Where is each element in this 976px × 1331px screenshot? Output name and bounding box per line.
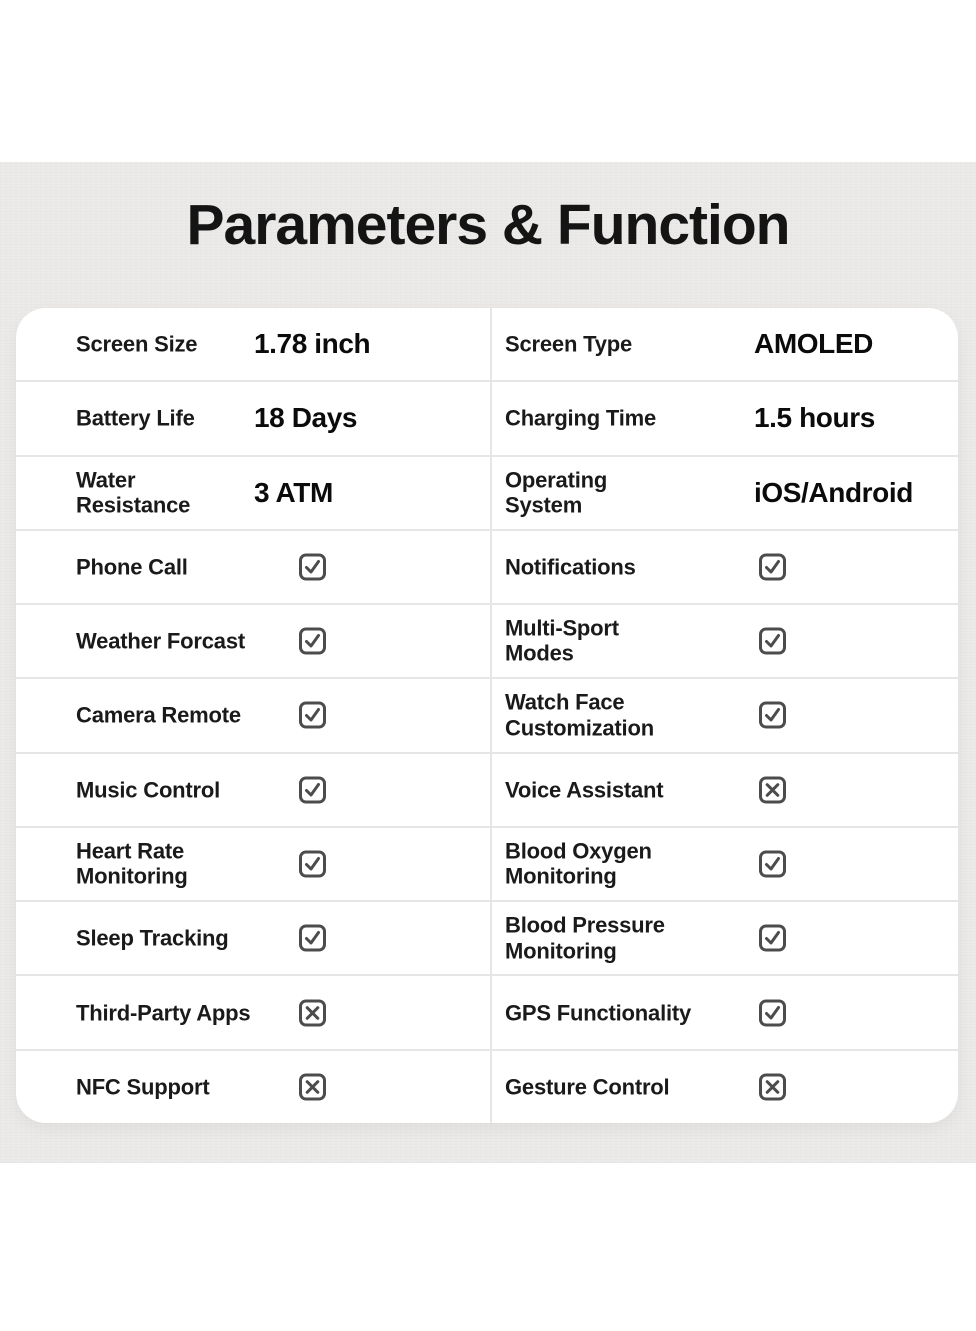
spec-cell: Battery Life 18 Days [16, 382, 490, 454]
check-icon [305, 634, 320, 648]
check-icon [765, 634, 780, 648]
check-icon [305, 931, 320, 945]
spec-cell: Water Resistance 3 ATM [16, 457, 490, 529]
status-checkbox [759, 701, 786, 729]
status-checkbox [759, 553, 786, 581]
spec-row: Camera Remote Watch Face Customization [16, 679, 958, 754]
spec-cell: Operating System iOS/Android [490, 456, 958, 529]
status-checkbox [759, 627, 786, 655]
spec-row: Music Control Voice Assistant [16, 753, 958, 828]
spec-cell: Blood Pressure Monitoring [490, 902, 958, 975]
status-checkbox [299, 924, 326, 952]
status-checkbox [759, 924, 786, 952]
status-checkbox [299, 701, 326, 729]
spec-cell: Third-Party Apps [16, 976, 490, 1048]
spec-cell: GPS Functionality [490, 976, 958, 1049]
status-checkbox [299, 999, 326, 1027]
status-checkbox [299, 850, 326, 878]
spec-value: 1.5 hours [754, 402, 875, 434]
spec-row: Weather Forcast Multi-Sport Modes [16, 605, 958, 680]
spec-cell: Watch Face Customization [490, 679, 958, 752]
check-icon [765, 856, 780, 871]
spec-row: Third-Party Apps GPS Functionality [16, 976, 958, 1051]
spec-label: Screen Type [505, 331, 633, 357]
spec-row: NFC Support Gesture Control [16, 1050, 958, 1123]
spec-cell: Camera Remote [16, 679, 490, 751]
spec-cell: Blood Oxygen Monitoring [490, 827, 958, 901]
spec-cell: Gesture Control [490, 1050, 958, 1123]
spec-cell: NFC Support [16, 1051, 490, 1123]
spec-label: Blood Pressure Monitoring [505, 912, 665, 964]
check-icon [765, 559, 780, 574]
cross-icon [765, 1079, 780, 1094]
spec-value: 3 ATM [254, 476, 333, 508]
cross-icon [765, 782, 780, 797]
spec-value: iOS/Android [754, 476, 913, 508]
check-icon [765, 708, 780, 722]
spec-row: Sleep Tracking Blood Pressure Monitoring [16, 902, 958, 977]
spec-label: Operating System [505, 467, 608, 518]
spec-cell: Music Control [16, 754, 490, 826]
spec-label: Screen Size [76, 331, 198, 357]
spec-label: Weather Forcast [76, 628, 245, 654]
page-title: Parameters & Function [186, 193, 791, 257]
spec-row: Phone Call Notifications [16, 530, 958, 606]
cross-icon [305, 1079, 320, 1094]
status-checkbox [299, 553, 326, 581]
spec-label: Water Resistance [76, 467, 191, 518]
spec-value: 1.78 inch [254, 328, 371, 360]
spec-label: Voice Assistant [505, 777, 664, 803]
status-checkbox [299, 776, 326, 804]
spec-value: 18 Days [254, 402, 358, 434]
spec-cell: Sleep Tracking [16, 902, 490, 974]
poster-background-panel: Parameters & Function Screen Size 1.78 i… [0, 162, 976, 1163]
check-icon [765, 1005, 780, 1020]
spec-label: Watch Face Customization [505, 690, 654, 741]
spec-label: Notifications [505, 554, 636, 580]
spec-table-card: Screen Size 1.78 inch Screen Type AMOLED… [16, 308, 958, 1123]
check-icon [305, 782, 320, 797]
spec-cell: Multi-Sport Modes [490, 605, 958, 678]
spec-label: Gesture Control [505, 1074, 670, 1100]
status-checkbox [759, 850, 786, 878]
spec-label: Phone Call [76, 554, 188, 580]
spec-label: Camera Remote [76, 702, 241, 728]
check-icon [305, 708, 320, 722]
spec-cell: Screen Size 1.78 inch [16, 308, 490, 380]
spec-cell: Heart Rate Monitoring [16, 828, 490, 900]
spec-label: Battery Life [76, 405, 195, 431]
spec-label: Heart Rate Monitoring [76, 838, 188, 889]
spec-row: Heart Rate Monitoring Blood Oxygen Monit… [16, 827, 958, 903]
spec-label: Sleep Tracking [76, 925, 229, 951]
status-checkbox [299, 627, 326, 655]
spec-row: Water Resistance 3 ATM Operating System … [16, 456, 958, 531]
spec-cell: Notifications [490, 530, 958, 604]
check-icon [305, 856, 320, 871]
spec-label: Blood Oxygen Monitoring [505, 838, 652, 889]
status-checkbox [759, 1073, 786, 1101]
spec-row: Battery Life 18 Days Charging Time 1.5 h… [16, 382, 958, 457]
spec-label: Charging Time [505, 405, 657, 431]
spec-cell: Voice Assistant [490, 753, 958, 826]
spec-label: Music Control [76, 777, 221, 803]
status-checkbox [759, 999, 786, 1027]
spec-cell: Charging Time 1.5 hours [490, 382, 958, 455]
spec-value: AMOLED [754, 328, 873, 360]
spec-cell: Phone Call [16, 531, 490, 603]
spec-label: GPS Functionality [505, 999, 692, 1025]
spec-row: Screen Size 1.78 inch Screen Type AMOLED [16, 308, 958, 383]
status-checkbox [299, 1073, 326, 1101]
cross-icon [305, 1005, 320, 1020]
spec-label: Multi-Sport Modes [505, 615, 619, 667]
check-icon [305, 559, 320, 574]
spec-label: Third-Party Apps [76, 999, 251, 1025]
spec-cell: Screen Type AMOLED [490, 308, 958, 381]
spec-label: NFC Support [76, 1074, 210, 1100]
status-checkbox [759, 776, 786, 804]
spec-cell: Weather Forcast [16, 605, 490, 677]
check-icon [765, 931, 780, 945]
